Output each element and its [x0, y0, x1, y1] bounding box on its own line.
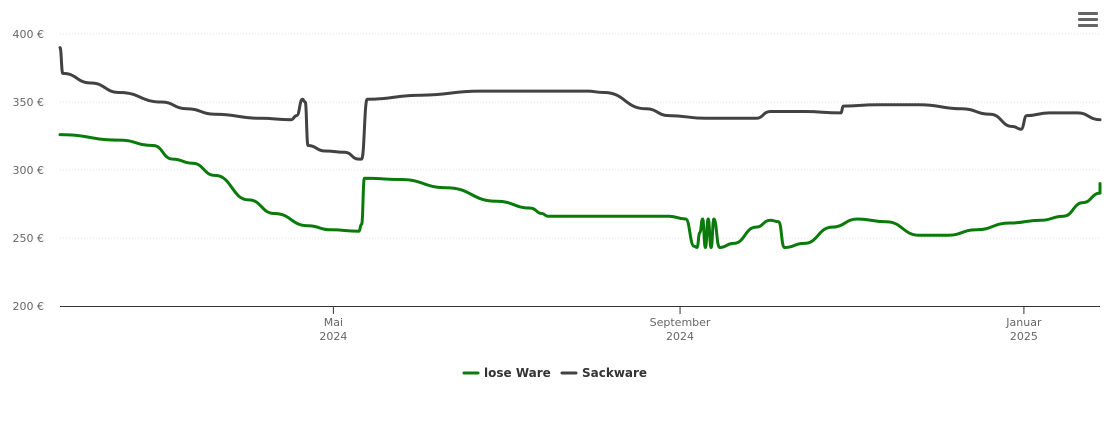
x-tick-month-label: Mai — [324, 316, 343, 329]
series-group — [58, 46, 1102, 249]
legend-label: Sackware — [582, 366, 647, 380]
y-tick-label: 200 € — [13, 300, 45, 313]
hamburger-icon — [1078, 18, 1098, 21]
legend-item-2[interactable]: Sackware — [560, 366, 647, 380]
y-tick-label: 350 € — [13, 96, 45, 109]
y-tick-label: 250 € — [13, 232, 45, 245]
grid-lines — [60, 33, 1100, 239]
y-tick-label: 300 € — [13, 164, 45, 177]
x-tick-year-label: 2025 — [1010, 330, 1038, 343]
y-axis: 200 € 250 € 300 € 350 € 400 € — [13, 28, 45, 313]
x-tick-month-label: September — [650, 316, 711, 329]
legend-label: lose Ware — [484, 366, 551, 380]
hamburger-icon — [1078, 24, 1098, 27]
x-tick-year-label: 2024 — [666, 330, 694, 343]
legend-item-1[interactable]: lose Ware — [462, 366, 551, 380]
series-line-1 — [58, 133, 1102, 249]
series-line-2 — [58, 46, 1102, 161]
chart-menu-button[interactable] — [1078, 12, 1098, 30]
x-tick-year-label: 2024 — [319, 330, 347, 343]
x-tick-month-label: Januar — [1005, 316, 1042, 329]
y-tick-label: 400 € — [13, 28, 45, 41]
hamburger-icon — [1078, 12, 1098, 15]
legend[interactable]: lose Ware Sackware — [462, 366, 647, 380]
